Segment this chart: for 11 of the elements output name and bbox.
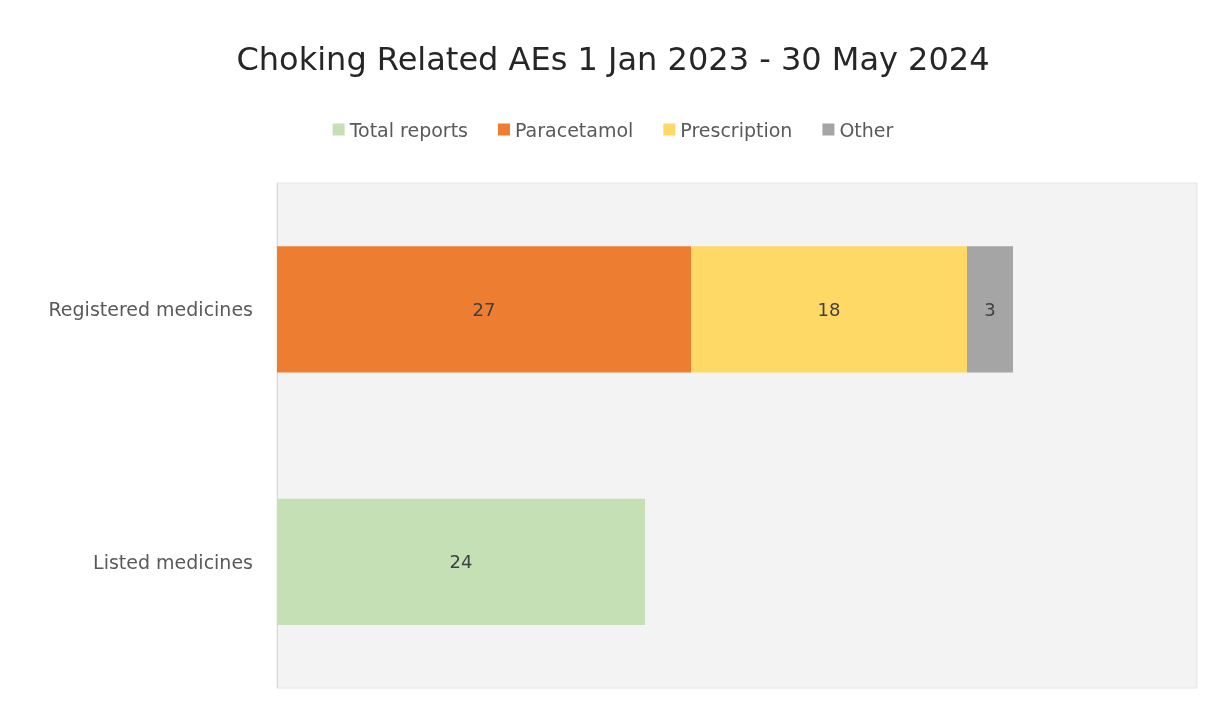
legend-label: Paracetamol (514, 118, 634, 141)
legend-label: Total reports (348, 118, 468, 141)
data-label: 3 (984, 298, 996, 320)
legend-label: Other (839, 118, 894, 141)
data-label: 18 (817, 298, 841, 320)
y-tick-label: Listed medicines (93, 550, 253, 573)
chart-title: Choking Related AEs 1 Jan 2023 - 30 May 2024 (236, 40, 990, 78)
legend-label: Prescription (680, 118, 793, 141)
y-tick-label: Registered medicines (48, 298, 253, 321)
data-label: 24 (449, 551, 473, 573)
data-label: 27 (472, 298, 496, 320)
